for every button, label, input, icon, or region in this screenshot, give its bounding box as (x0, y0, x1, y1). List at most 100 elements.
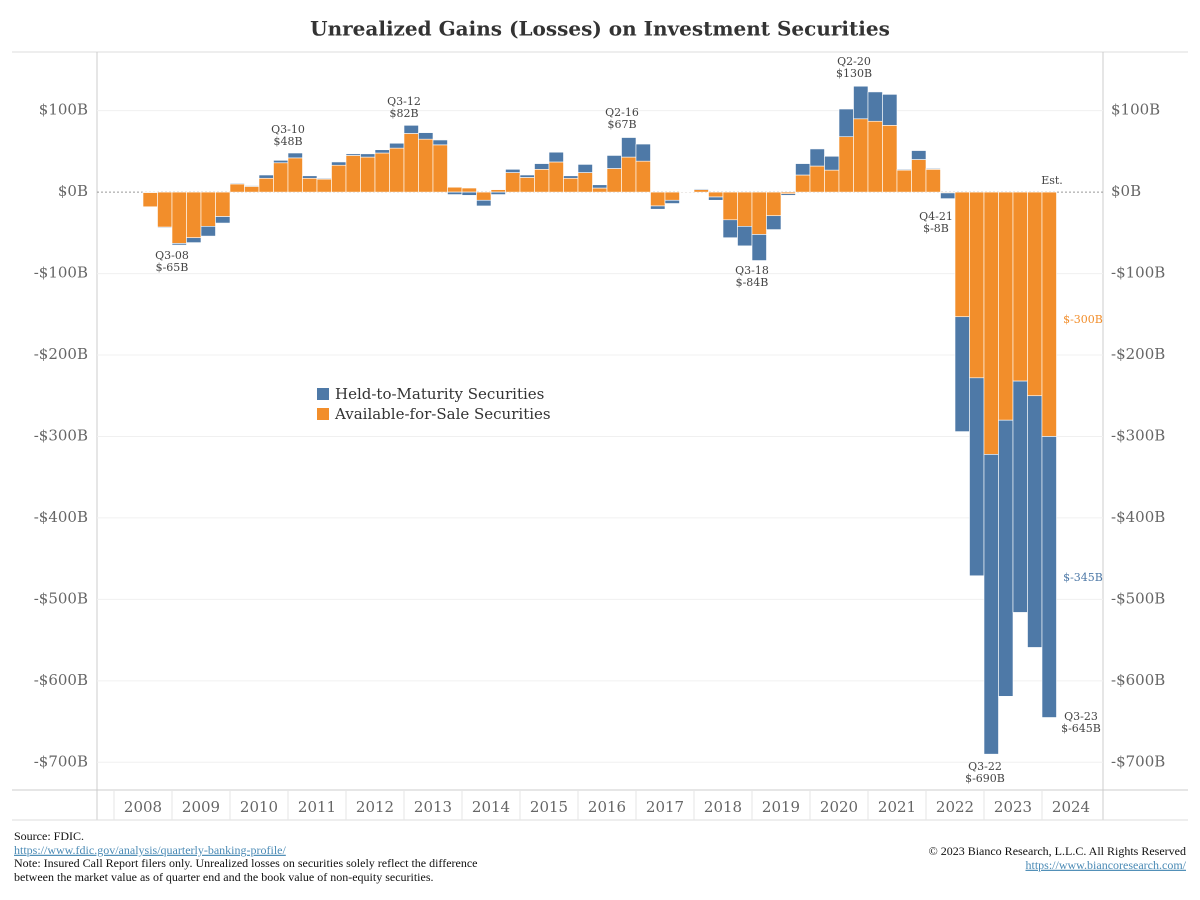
footer-source: Source: FDIC. (14, 829, 84, 843)
bar (374, 149, 390, 154)
bar (186, 191, 202, 239)
footer-link[interactable]: https://www.fdic.gov/analysis/quarterly-… (14, 843, 286, 857)
bar (389, 147, 405, 193)
x-tick-label: 2011 (298, 798, 336, 816)
bar (621, 137, 637, 158)
bar (302, 177, 318, 193)
bar (548, 161, 564, 193)
x-tick-label: 2016 (588, 798, 626, 816)
bar (215, 216, 231, 224)
bar (809, 148, 825, 167)
bar (505, 172, 521, 193)
bar (1012, 191, 1028, 382)
bar (940, 192, 956, 199)
bar (896, 168, 912, 171)
bar (577, 164, 593, 173)
x-tick-label: 2022 (936, 798, 974, 816)
x-tick-label: 2013 (414, 798, 452, 816)
bar (983, 454, 999, 755)
bar (911, 150, 927, 160)
bar (882, 94, 898, 126)
bar (621, 156, 637, 193)
bar (360, 156, 376, 193)
bar (1027, 191, 1043, 397)
bar (186, 237, 202, 243)
bar (432, 144, 448, 193)
bar (331, 161, 347, 166)
bar (606, 155, 622, 169)
bar (838, 108, 854, 138)
bar (287, 152, 303, 159)
y-tick-label: -$500B (34, 589, 88, 607)
bar (476, 191, 492, 201)
annotation: $-84B (736, 276, 769, 289)
bar (418, 132, 434, 140)
annotation: Q3-23 (1064, 710, 1098, 723)
bar (461, 187, 477, 193)
y-tick-label-right: $100B (1111, 101, 1160, 119)
x-tick-label: 2009 (182, 798, 220, 816)
bar (200, 191, 216, 227)
bar (708, 191, 724, 198)
y-tick-label-right: -$300B (1111, 426, 1165, 444)
bar (302, 175, 318, 179)
y-tick-label-right: -$600B (1111, 671, 1165, 689)
y-tick-label: -$600B (34, 671, 88, 689)
x-tick-label: 2020 (820, 798, 858, 816)
bar (998, 191, 1014, 421)
annotation: $-65B (156, 261, 189, 274)
bar (882, 125, 898, 193)
x-tick-label: 2012 (356, 798, 394, 816)
bar (1027, 395, 1043, 648)
x-tick-label: 2024 (1052, 798, 1090, 816)
bar (925, 168, 941, 193)
bar (171, 191, 187, 244)
annotation: Est. (1041, 174, 1063, 187)
bar (215, 191, 231, 217)
x-tick-label: 2010 (240, 798, 278, 816)
bar (563, 177, 579, 193)
bar (519, 174, 535, 178)
bar (679, 190, 695, 193)
bar (737, 191, 753, 227)
annotation: $82B (389, 107, 418, 120)
bar (360, 153, 376, 158)
bar (244, 185, 260, 187)
legend-label: Held-to-Maturity Securities (335, 385, 544, 403)
bar (635, 160, 651, 193)
annotation: $-690B (965, 772, 1005, 785)
bar (345, 153, 361, 156)
y-tick-label: -$100B (34, 264, 88, 282)
bar (983, 191, 999, 455)
bar (1041, 436, 1057, 718)
footer-note: between the market value as of quarter e… (14, 870, 434, 884)
bar (577, 172, 593, 193)
bar (316, 178, 332, 193)
bar (824, 155, 840, 171)
annotation: Q3-18 (735, 264, 769, 277)
bar (331, 164, 347, 193)
bar (316, 177, 332, 180)
bar (824, 169, 840, 193)
bar (867, 120, 883, 193)
x-tick-label: 2019 (762, 798, 800, 816)
bar (403, 133, 419, 193)
bar (853, 118, 869, 193)
annotation: $67B (607, 118, 636, 131)
bar (809, 165, 825, 193)
bar (1012, 380, 1028, 613)
bar (171, 243, 187, 246)
bar (490, 191, 506, 195)
annotation: Q2-20 (837, 55, 871, 68)
bar (447, 186, 463, 193)
footer-link[interactable]: https://www.biancoresearch.com/ (1025, 858, 1186, 872)
annotation: $130B (836, 67, 872, 80)
y-tick-label: -$700B (34, 752, 88, 770)
bar (664, 199, 680, 204)
bar (461, 191, 477, 196)
footer-copyright: © 2023 Bianco Research, L.L.C. All Right… (929, 844, 1186, 858)
bar (954, 316, 970, 432)
annotation: $-345B (1063, 571, 1103, 584)
y-tick-label-right: $0B (1111, 182, 1141, 200)
